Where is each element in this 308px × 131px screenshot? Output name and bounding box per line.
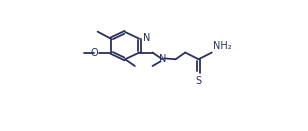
Text: NH₂: NH₂	[213, 41, 232, 51]
Text: N: N	[143, 33, 150, 43]
Text: O: O	[91, 48, 98, 58]
Text: N: N	[159, 54, 166, 64]
Text: S: S	[196, 76, 202, 86]
